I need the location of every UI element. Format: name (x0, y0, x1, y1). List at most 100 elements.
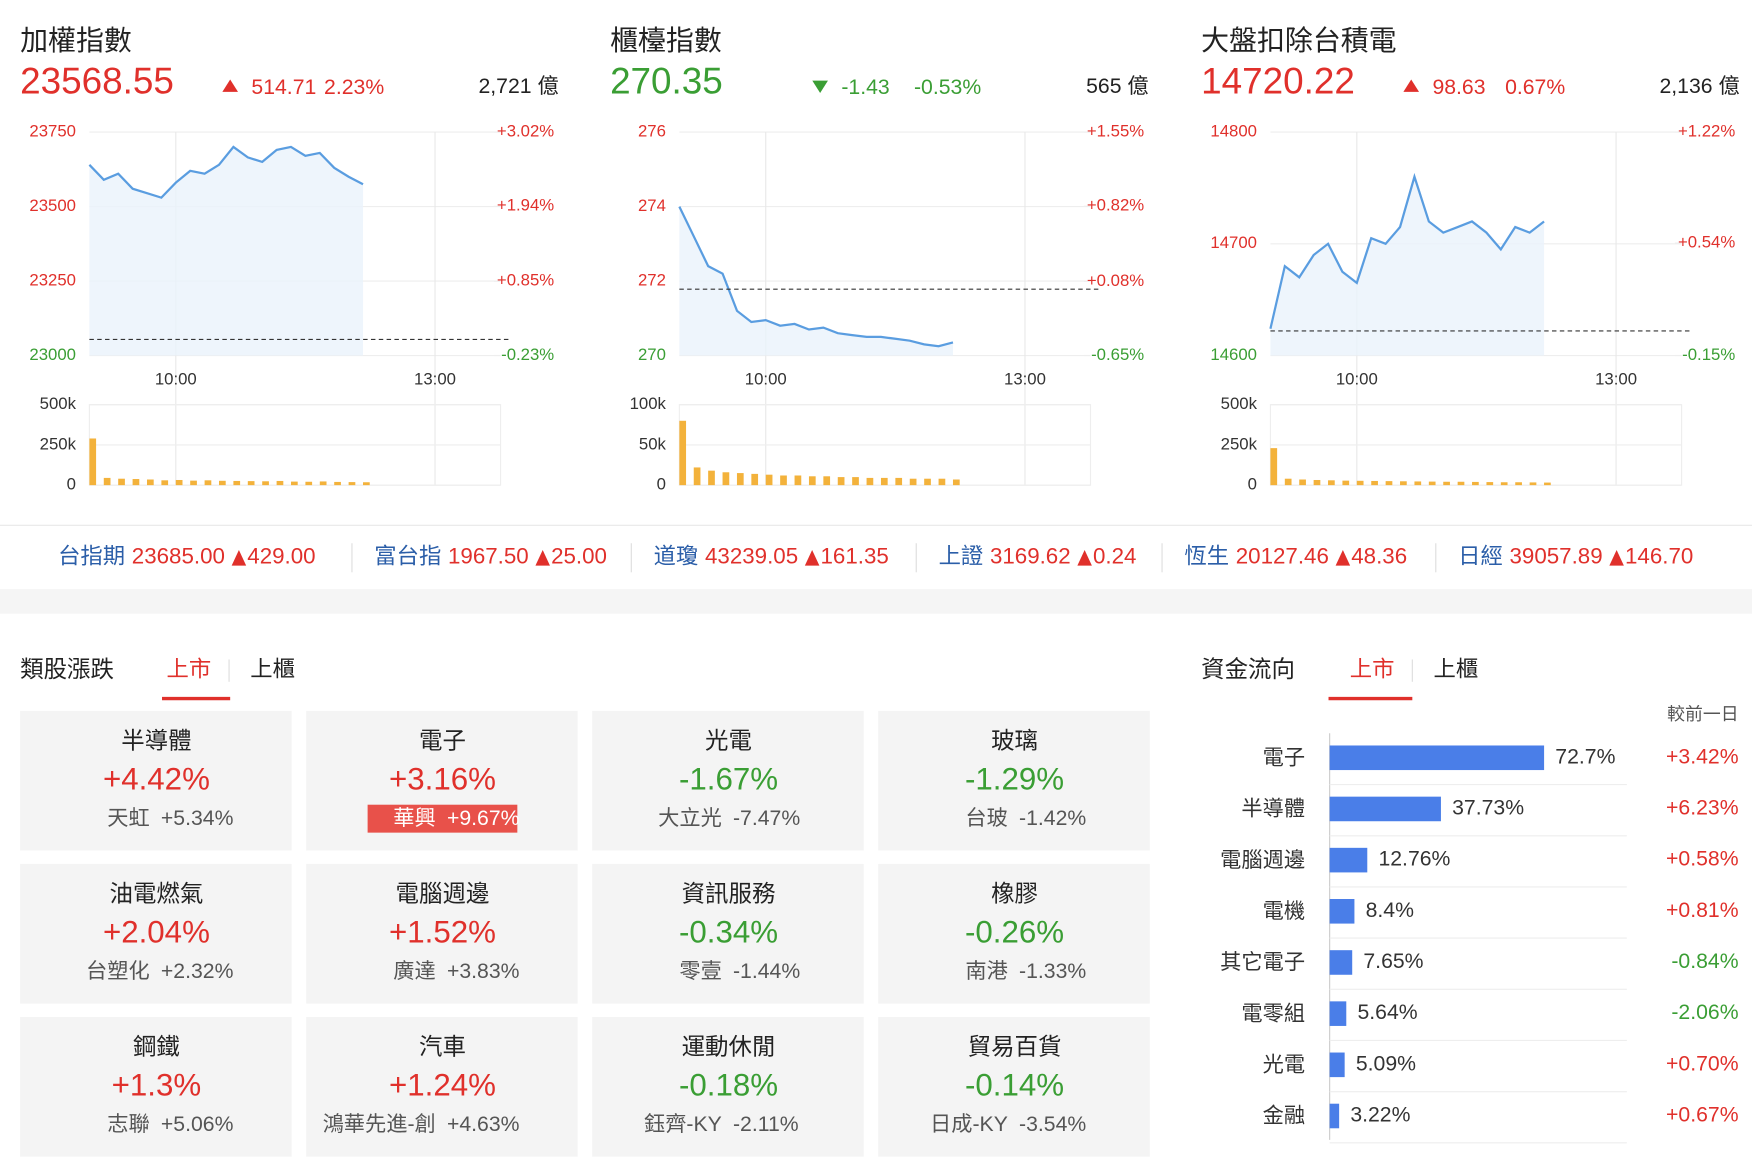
price-line (1269, 172, 1545, 329)
leader-name: 廣達 (393, 959, 435, 983)
volume-bar (1500, 482, 1508, 486)
volume-bar (909, 478, 917, 486)
leader-percent: +2.32% (161, 960, 234, 983)
tab[interactable]: 上市 (166, 657, 211, 682)
sector-percent: -1.67% (679, 762, 778, 797)
ticker-name[interactable]: 日經 (1458, 544, 1503, 569)
y-tick-label: 23000 (29, 345, 76, 364)
flow-value-label: 12.76% (1378, 848, 1450, 871)
flow-bar (1329, 950, 1353, 975)
volume-tick-label: 0 (657, 475, 666, 494)
price-line (88, 145, 364, 199)
y2-tick-label: +0.54% (1678, 232, 1735, 251)
flow-value-label: 7.65% (1363, 950, 1423, 973)
price-area (1270, 176, 1545, 356)
ticker-price: 1967.50 (448, 544, 529, 569)
ticker-name[interactable]: 道瓊 (654, 544, 699, 569)
index-price: 270.35 (610, 61, 723, 102)
ticker-name[interactable]: 上證 (939, 544, 984, 569)
leader-percent: -3.54% (1019, 1113, 1086, 1136)
sector-card[interactable] (592, 710, 864, 851)
sector-percent: +1.52% (389, 915, 496, 950)
x-tick-label: 10:00 (745, 370, 787, 389)
index-volume: 565 億 (1086, 74, 1149, 98)
leader-name: 大立光 (658, 806, 722, 830)
volume-bar (938, 478, 946, 486)
sector-card[interactable] (878, 863, 1150, 1004)
volume-bar (118, 478, 125, 486)
flow-category: 電子 (1263, 747, 1305, 770)
leader-percent: -1.42% (1019, 807, 1086, 830)
price-area (679, 206, 953, 356)
leader-percent: -2.11% (733, 1113, 799, 1136)
leader-name: 零壹 (679, 959, 721, 983)
index-name: 櫃檯指數 (610, 25, 722, 56)
flow-note: 較前一日 (1667, 704, 1738, 724)
sector-name: 光電 (705, 727, 752, 753)
sector-name: 電子 (419, 727, 466, 753)
volume-bar (1472, 481, 1479, 486)
ticker-name[interactable]: 台指期 (58, 544, 125, 569)
tab[interactable]: 上櫃 (1434, 657, 1479, 682)
sector-card[interactable] (878, 1017, 1150, 1157)
leader-percent: +5.34% (161, 807, 234, 830)
volume-bar (1515, 482, 1522, 486)
tab[interactable]: 上市 (1350, 657, 1395, 682)
x-tick-label: 13:00 (1004, 370, 1046, 389)
flow-category: 半導體 (1241, 797, 1305, 821)
flow-category: 金融 (1263, 1104, 1305, 1128)
index-volume: 2,721 億 (478, 74, 558, 98)
volume-bar (103, 477, 111, 486)
volume-bar (89, 438, 97, 486)
flow-value-label: 72.7% (1555, 745, 1615, 768)
leader-percent: +5.06% (161, 1113, 234, 1136)
volume-bar (146, 479, 154, 486)
sector-card[interactable] (592, 863, 864, 1004)
ticker-name[interactable]: 富台指 (374, 544, 441, 569)
ticker-name[interactable]: 恆生 (1184, 544, 1229, 569)
volume-tick-label: 100k (630, 394, 667, 413)
sector-percent: -0.26% (965, 915, 1064, 950)
sector-name: 汽車 (419, 1033, 466, 1059)
flow-bar (1329, 1052, 1345, 1078)
flow-bar (1329, 847, 1368, 873)
sector-card[interactable] (878, 710, 1150, 851)
flow-change: +6.23% (1666, 797, 1739, 820)
sector-card[interactable] (306, 863, 578, 1004)
flow-category: 其它電子 (1220, 950, 1305, 974)
sector-name: 鋼鐵 (133, 1033, 180, 1059)
sector-percent: +4.42% (103, 762, 210, 797)
sector-name: 運動休閒 (682, 1033, 776, 1059)
section-title: 類股漲跌 (20, 656, 114, 682)
volume-bar (1457, 481, 1465, 486)
volume-bar (1371, 480, 1378, 486)
sector-card[interactable] (592, 1017, 864, 1157)
y2-tick-label: -0.15% (1682, 345, 1735, 364)
flow-bar (1329, 796, 1441, 822)
y2-tick-label: +1.94% (497, 196, 554, 215)
sector-card[interactable] (20, 710, 292, 851)
leader-percent: +9.67% (447, 807, 520, 830)
x-tick-label: 10:00 (155, 370, 197, 389)
leader-percent: +3.83% (447, 960, 520, 983)
sector-card[interactable] (306, 1017, 578, 1157)
ticker-change: 146.70 (1625, 544, 1693, 569)
sector-percent: +3.16% (389, 762, 496, 797)
tab[interactable]: 上櫃 (250, 657, 295, 682)
ticker-price: 3169.62 (990, 544, 1071, 569)
volume-bar (1356, 480, 1364, 486)
flow-value-label: 37.73% (1452, 797, 1524, 820)
flow-change: -2.06% (1671, 1001, 1738, 1024)
sector-card[interactable] (20, 863, 292, 1004)
flow-category: 電腦週邊 (1220, 848, 1305, 872)
ticker-change: 429.00 (247, 544, 315, 569)
volume-bar (794, 475, 802, 486)
volume-bar (751, 473, 759, 486)
y-tick-label: 23250 (29, 270, 76, 289)
y-tick-label: 276 (638, 121, 666, 140)
y-tick-label: 270 (638, 345, 666, 364)
index-percent: 2.23% (324, 76, 384, 99)
volume-bar (219, 480, 226, 486)
x-tick-label: 13:00 (1595, 370, 1637, 389)
sector-card[interactable] (20, 1017, 292, 1157)
